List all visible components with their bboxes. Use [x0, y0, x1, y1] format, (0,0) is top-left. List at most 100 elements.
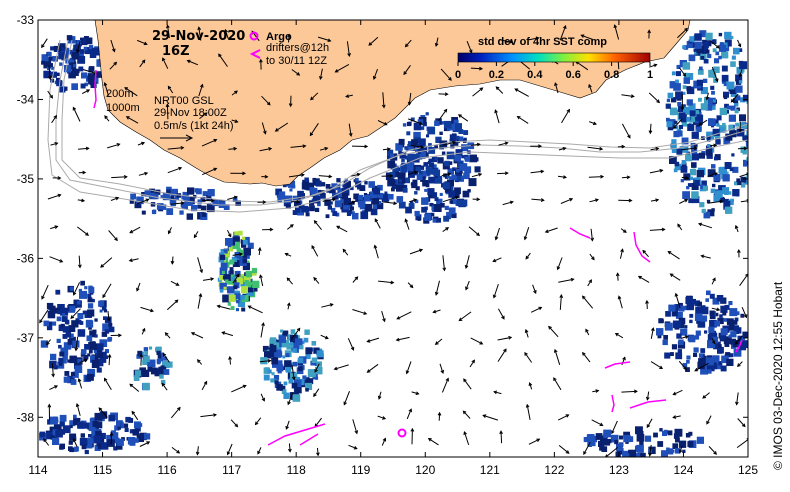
sst-pixel	[342, 183, 347, 188]
current-vector-head	[536, 438, 541, 442]
sst-pixel	[85, 37, 93, 45]
current-vector-head	[129, 229, 134, 234]
sst-pixel	[68, 446, 73, 451]
current-vector-head	[196, 359, 201, 364]
sst-pixel	[377, 201, 382, 205]
current-vector	[731, 93, 739, 103]
sst-pixel	[705, 148, 713, 156]
sst-pixel	[70, 379, 77, 385]
current-vector-head	[377, 395, 382, 400]
current-vector-head	[611, 430, 615, 435]
current-vector	[411, 391, 419, 395]
sst-pixel	[439, 131, 443, 135]
sst-pixel	[134, 421, 141, 429]
sst-pixel	[234, 279, 238, 283]
current-vector	[286, 224, 294, 230]
current-vector-head	[146, 441, 151, 445]
sst-pixel	[712, 183, 716, 188]
current-vector-head	[47, 403, 52, 408]
sst-pixel	[191, 205, 198, 212]
sst-pixel	[293, 379, 302, 388]
current-vector	[588, 176, 604, 178]
current-vector-head	[389, 174, 394, 178]
sst-pixel	[65, 332, 72, 338]
sst-pixel	[413, 122, 422, 131]
sst-pixel	[336, 178, 341, 183]
current-vector-head	[479, 341, 484, 345]
current-vector-head	[233, 195, 238, 200]
sst-pixel	[697, 301, 702, 307]
current-vector	[621, 390, 637, 393]
current-vector-head	[533, 290, 537, 295]
current-vector-head	[540, 169, 545, 174]
sst-pixel	[224, 253, 228, 258]
sst-pixel	[245, 281, 252, 288]
sst-pixel	[252, 280, 260, 288]
current-vector	[287, 303, 290, 310]
sst-pixel	[696, 79, 703, 86]
sst-pixel	[305, 212, 310, 217]
current-vector-head	[381, 104, 386, 109]
sst-pixel	[69, 355, 77, 364]
current-vector	[47, 90, 53, 99]
sst-pixel	[657, 334, 662, 339]
sst-pixel	[719, 107, 727, 116]
current-vector-head	[614, 332, 619, 337]
sst-pixel	[691, 182, 699, 190]
current-vector-head	[476, 142, 481, 147]
sst-pixel	[154, 368, 163, 377]
sst-pixel	[444, 160, 450, 167]
sst-pixel	[414, 199, 419, 204]
sst-pixel	[160, 379, 166, 385]
sst-pixel	[296, 377, 301, 382]
current-vector	[382, 148, 391, 151]
current-vector	[497, 348, 507, 362]
sst-pixel	[702, 46, 709, 52]
current-vector	[162, 353, 170, 363]
sst-pixel	[667, 430, 673, 436]
current-vector-head	[107, 353, 112, 358]
current-vector	[707, 172, 718, 177]
sst-pixel	[276, 384, 283, 391]
sst-pixel	[58, 357, 64, 363]
sst-pixel	[99, 411, 108, 419]
current-vector	[229, 356, 231, 365]
sst-pixel	[686, 99, 693, 106]
current-vector	[228, 148, 237, 150]
sst-pixel	[263, 367, 270, 374]
current-vector	[165, 332, 171, 339]
sst-pixel	[309, 205, 315, 212]
current-vector	[258, 247, 261, 256]
sst-pixel	[90, 81, 97, 88]
sst-pixel	[680, 179, 684, 183]
sst-pixel	[331, 183, 338, 190]
current-vector	[646, 391, 650, 400]
current-vector	[202, 278, 214, 281]
sst-pixel	[733, 348, 742, 357]
current-vector-head	[479, 66, 484, 71]
current-vector-head	[508, 335, 513, 340]
current-vector	[161, 383, 168, 391]
current-vector	[108, 230, 118, 241]
current-vector	[129, 258, 139, 262]
sst-pixel	[412, 153, 420, 161]
current-vector	[200, 414, 217, 418]
sst-pixel	[728, 199, 734, 206]
current-vector-head	[705, 96, 710, 101]
current-vector-head	[734, 341, 739, 345]
sst-pixel	[691, 162, 697, 168]
sst-pixel	[311, 341, 317, 346]
sst-pixel	[683, 106, 690, 113]
colorbar-tick-label: 0.2	[489, 69, 504, 81]
sst-pixel	[721, 79, 727, 84]
current-vector-head	[592, 121, 597, 126]
sst-pixel	[676, 333, 682, 339]
current-vector-head	[713, 143, 718, 148]
sst-pixel	[695, 306, 703, 314]
sst-pixel	[61, 316, 68, 322]
sst-pixel	[262, 345, 269, 352]
x-tick-label: 116	[158, 463, 177, 477]
sst-pixel	[82, 310, 87, 315]
current-vector	[678, 67, 686, 77]
sst-pixel	[437, 157, 444, 164]
